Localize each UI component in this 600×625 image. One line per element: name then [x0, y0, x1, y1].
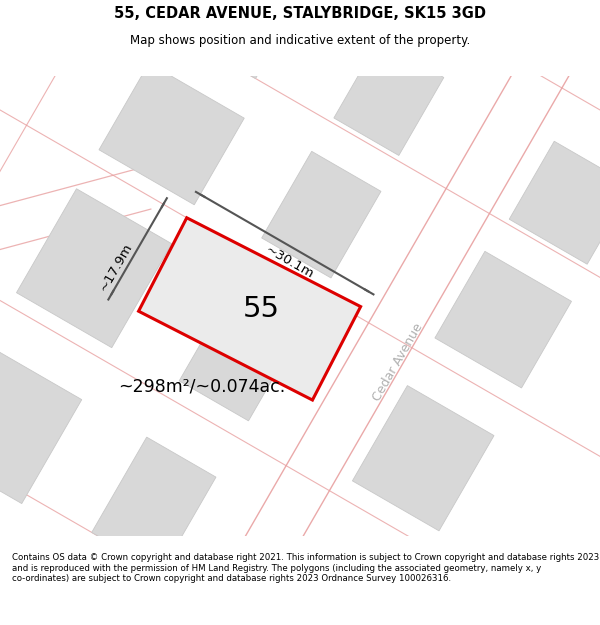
Polygon shape [262, 151, 381, 278]
Polygon shape [0, 344, 82, 504]
Text: Contains OS data © Crown copyright and database right 2021. This information is : Contains OS data © Crown copyright and d… [12, 553, 599, 583]
Text: 55, CEDAR AVENUE, STALYBRIDGE, SK15 3GD: 55, CEDAR AVENUE, STALYBRIDGE, SK15 3GD [114, 6, 486, 21]
Text: Map shows position and indicative extent of the property.: Map shows position and indicative extent… [130, 34, 470, 47]
Polygon shape [334, 40, 444, 156]
Polygon shape [179, 286, 304, 421]
Polygon shape [16, 189, 172, 348]
Text: 55: 55 [243, 295, 280, 323]
Polygon shape [509, 141, 600, 264]
Polygon shape [265, 537, 407, 625]
Text: Cedar Avenue: Cedar Avenue [370, 321, 425, 404]
Polygon shape [99, 63, 244, 205]
Polygon shape [139, 217, 361, 400]
Text: ~30.1m: ~30.1m [263, 244, 316, 282]
Text: ~17.9m: ~17.9m [97, 241, 135, 294]
Polygon shape [92, 437, 216, 572]
Polygon shape [435, 251, 572, 388]
Text: ~298m²/~0.074ac.: ~298m²/~0.074ac. [118, 377, 286, 395]
Polygon shape [178, 0, 305, 79]
Polygon shape [352, 386, 494, 531]
